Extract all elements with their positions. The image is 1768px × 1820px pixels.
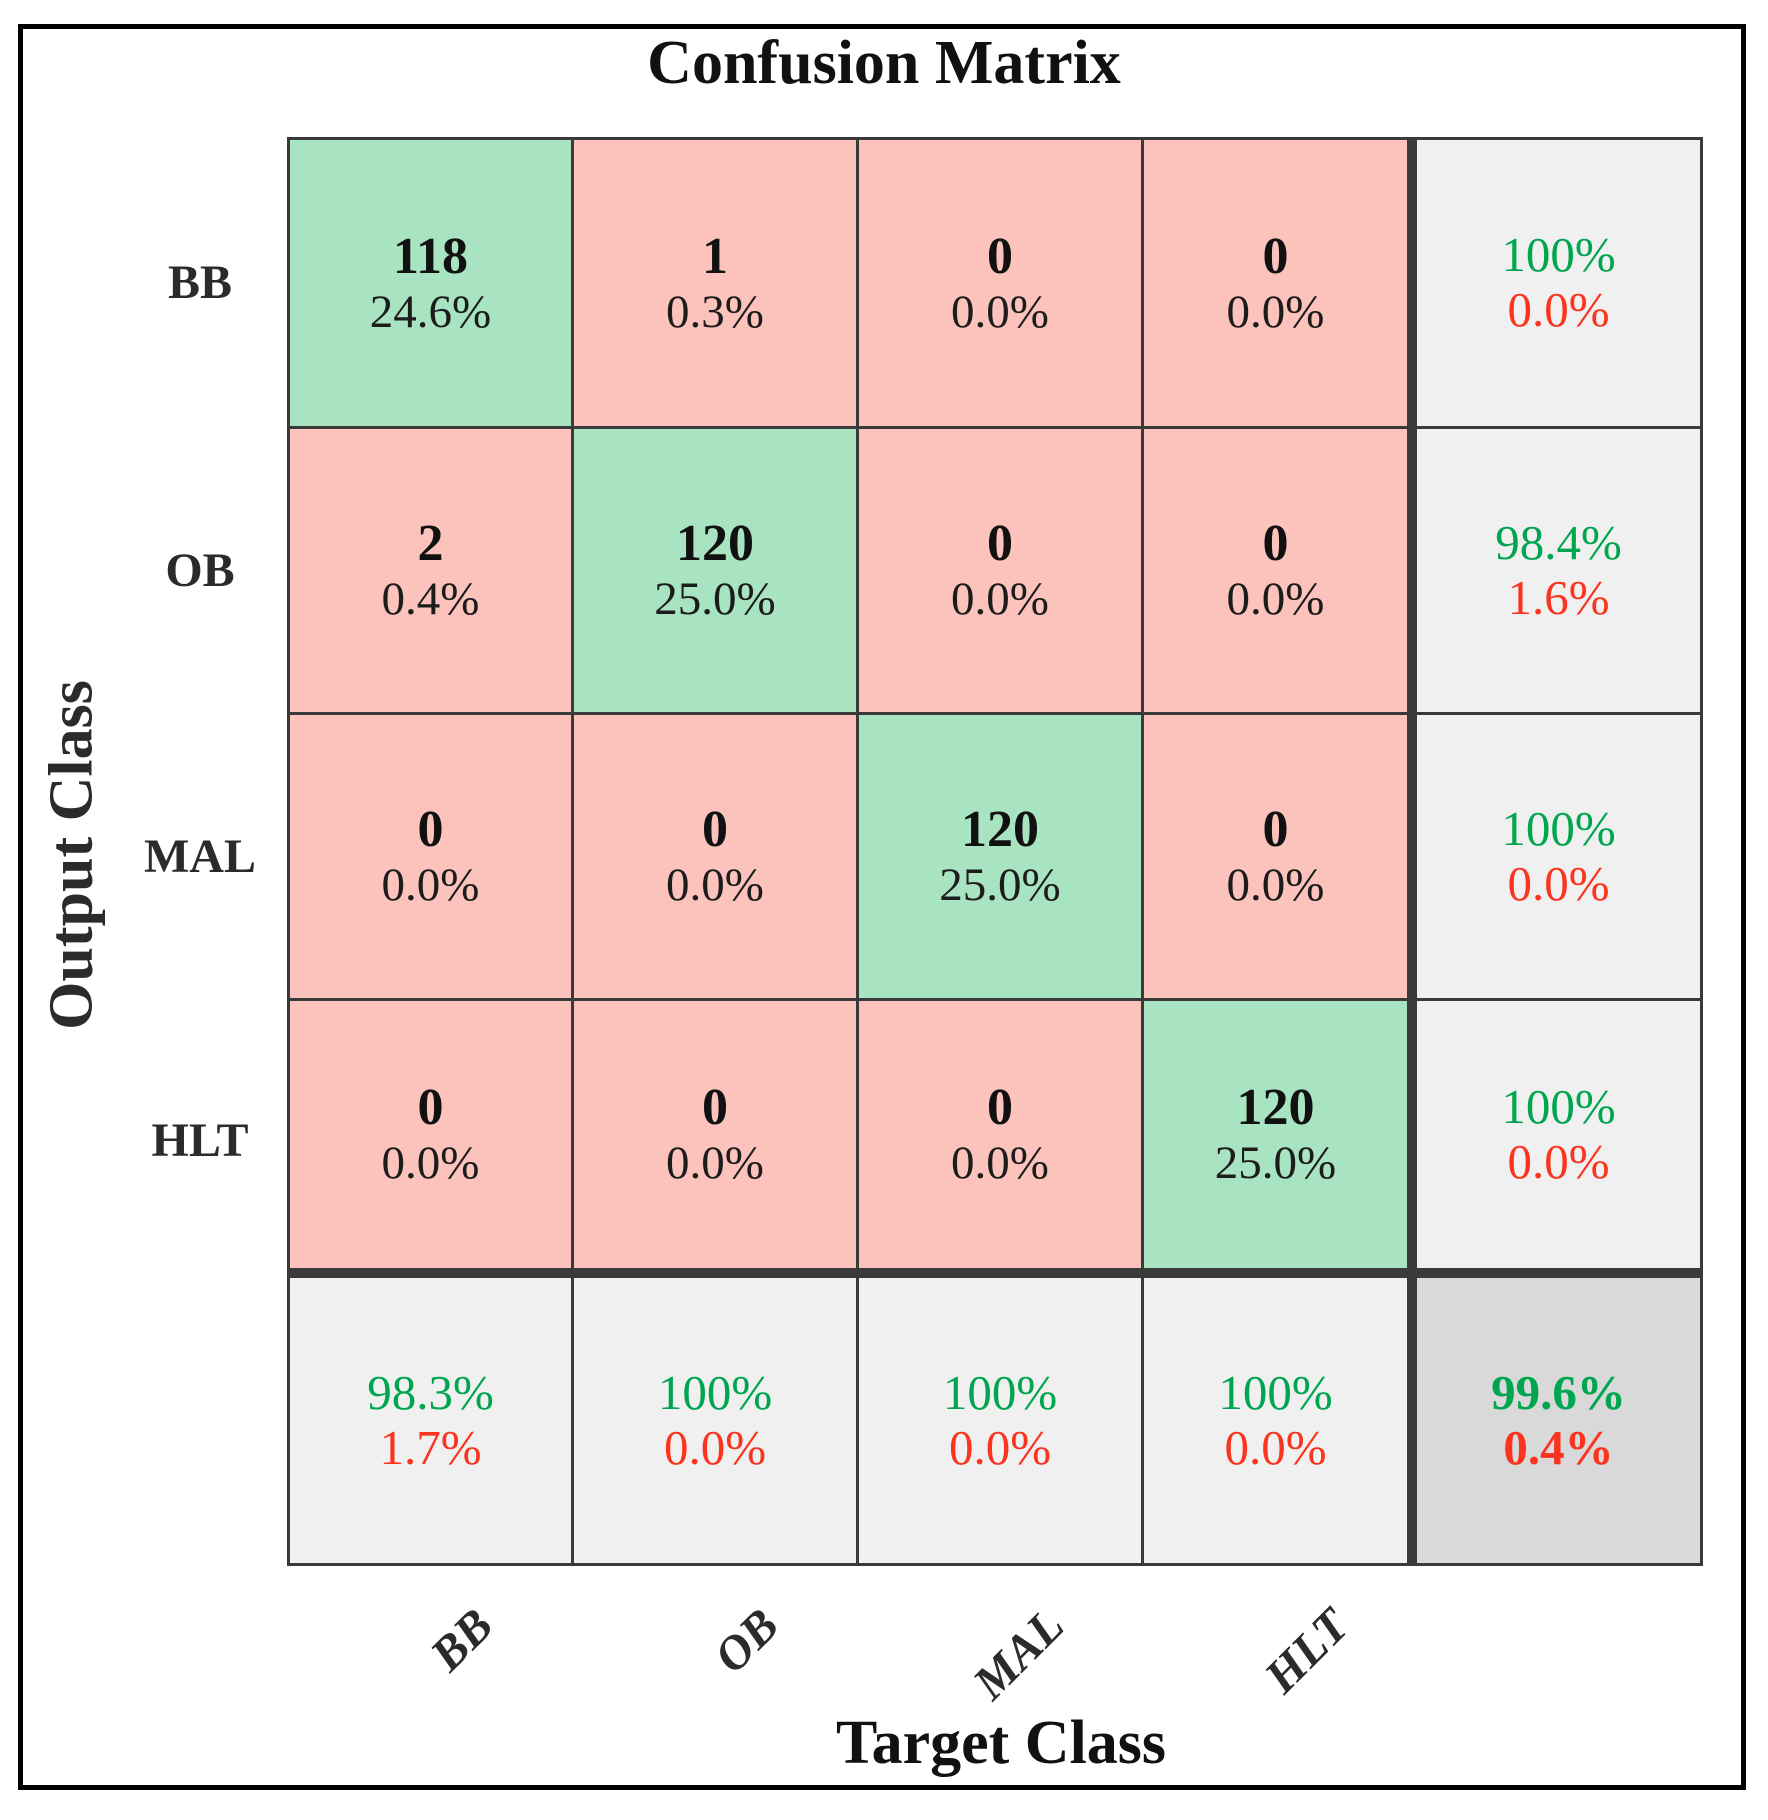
- col-summary-green: 100%: [942, 1364, 1058, 1420]
- cell-count: 0: [417, 801, 444, 859]
- cell-bb-mal: 0 0.0%: [859, 140, 1144, 429]
- cell-count: 118: [392, 227, 469, 285]
- cell-mal-mal: 120 25.0%: [859, 715, 1144, 1001]
- cell-percent: 0.0%: [1226, 859, 1325, 912]
- col-summary-green: 98.3%: [367, 1364, 494, 1420]
- cell-percent: 0.4%: [381, 573, 480, 626]
- cell-percent: 0.0%: [666, 859, 764, 912]
- cell-count: 0: [987, 1079, 1013, 1137]
- cell-bb-bb: 118 24.6%: [290, 140, 574, 429]
- row-summary-hlt: 100% 0.0%: [1417, 1001, 1700, 1278]
- col-summary-red: 0.0%: [948, 1419, 1052, 1475]
- cell-percent: 0.0%: [951, 573, 1049, 626]
- cell-bb-hlt: 0 0.0%: [1144, 140, 1417, 429]
- cell-percent: 0.0%: [1226, 573, 1325, 626]
- cell-percent: 0.0%: [951, 1137, 1049, 1190]
- col-summary-green: 100%: [1218, 1364, 1333, 1420]
- cell-mal-bb: 0 0.0%: [290, 715, 574, 1001]
- cell-ob-ob: 120 25.0%: [574, 429, 859, 715]
- cell-percent: 24.6%: [369, 285, 492, 338]
- cell-count: 120: [1236, 1079, 1315, 1137]
- overall-accuracy-cell: 99.6% 0.4%: [1417, 1278, 1700, 1563]
- cell-hlt-hlt: 120 25.0%: [1144, 1001, 1417, 1278]
- cell-count: 0: [1262, 801, 1289, 859]
- cell-count: 120: [961, 801, 1039, 859]
- cell-percent: 0.0%: [951, 285, 1049, 338]
- row-summary-mal: 100% 0.0%: [1417, 715, 1700, 1001]
- confusion-matrix-grid: 118 24.6% 1 0.3% 0 0.0% 0 0.0% 100% 0.0%…: [287, 137, 1703, 1566]
- cell-percent: 0.0%: [381, 859, 480, 912]
- col-summary-ob: 100% 0.0%: [574, 1278, 859, 1563]
- chart-title: Confusion Matrix: [647, 29, 1121, 97]
- cell-count: 0: [702, 1079, 728, 1137]
- cell-percent: 25.0%: [1214, 1137, 1337, 1190]
- cell-bb-ob: 1 0.3%: [574, 140, 859, 429]
- y-tick-mal: MAL: [144, 830, 256, 883]
- cell-count: 0: [1262, 515, 1289, 573]
- cell-percent: 25.0%: [654, 573, 776, 626]
- overall-accuracy-red: 0.4%: [1503, 1419, 1614, 1475]
- cell-count: 1: [702, 227, 728, 285]
- cell-hlt-mal: 0 0.0%: [859, 1001, 1144, 1278]
- cell-mal-hlt: 0 0.0%: [1144, 715, 1417, 1001]
- col-summary-green: 100%: [657, 1364, 773, 1420]
- cell-ob-hlt: 0 0.0%: [1144, 429, 1417, 715]
- col-summary-red: 0.0%: [1224, 1419, 1327, 1475]
- row-summary-green: 100%: [1501, 227, 1616, 283]
- y-tick-ob: OB: [165, 544, 235, 597]
- row-summary-green: 100%: [1501, 800, 1616, 856]
- cell-percent: 0.0%: [381, 1137, 480, 1190]
- cell-count: 0: [987, 227, 1013, 285]
- cell-percent: 25.0%: [939, 859, 1061, 912]
- overall-accuracy-green: 99.6%: [1491, 1364, 1626, 1420]
- row-summary-green: 98.4%: [1495, 514, 1622, 570]
- col-summary-red: 1.7%: [379, 1419, 482, 1475]
- cell-percent: 0.0%: [666, 1137, 764, 1190]
- cell-percent: 0.3%: [666, 285, 764, 338]
- row-summary-ob: 98.4% 1.6%: [1417, 429, 1700, 715]
- row-summary-red: 0.0%: [1507, 855, 1610, 911]
- y-tick-bb: BB: [167, 256, 233, 309]
- cell-hlt-ob: 0 0.0%: [574, 1001, 859, 1278]
- row-summary-green: 100%: [1501, 1078, 1616, 1134]
- col-summary-bb: 98.3% 1.7%: [290, 1278, 574, 1563]
- row-summary-red: 1.6%: [1507, 569, 1610, 625]
- cell-count: 2: [417, 515, 444, 573]
- cell-percent: 0.0%: [1226, 285, 1325, 338]
- cell-ob-mal: 0 0.0%: [859, 429, 1144, 715]
- col-summary-hlt: 100% 0.0%: [1144, 1278, 1417, 1563]
- cell-count: 0: [1262, 227, 1289, 285]
- cell-count: 0: [987, 515, 1013, 573]
- row-summary-red: 0.0%: [1507, 1133, 1610, 1189]
- cell-count: 0: [702, 801, 728, 859]
- row-summary-red: 0.0%: [1507, 282, 1610, 337]
- col-summary-red: 0.0%: [663, 1419, 767, 1475]
- cell-count: 0: [417, 1079, 444, 1137]
- cell-ob-bb: 2 0.4%: [290, 429, 574, 715]
- x-axis-label: Target Class: [835, 1709, 1167, 1777]
- col-summary-mal: 100% 0.0%: [859, 1278, 1144, 1563]
- cell-count: 120: [676, 515, 754, 573]
- cell-mal-ob: 0 0.0%: [574, 715, 859, 1001]
- y-tick-hlt: HLT: [151, 1114, 249, 1167]
- row-summary-bb: 100% 0.0%: [1417, 140, 1700, 429]
- cell-hlt-bb: 0 0.0%: [290, 1001, 574, 1278]
